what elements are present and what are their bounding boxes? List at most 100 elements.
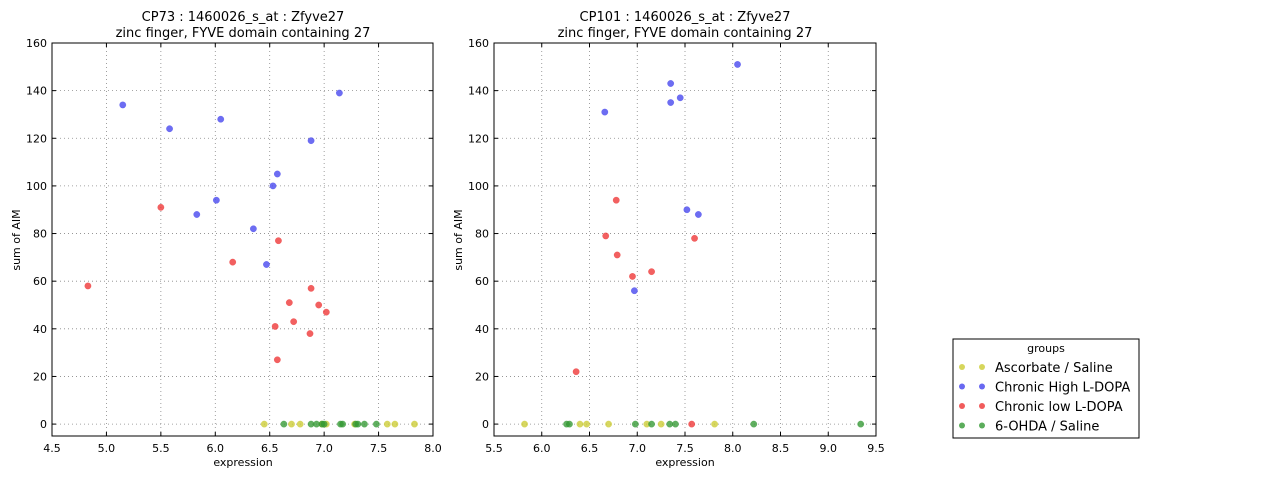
legend-entry: Chronic low L-DOPA: [959, 400, 1123, 415]
legend-entry: Ascorbate / Saline: [959, 361, 1113, 376]
x-tick-label: 7.0: [629, 442, 647, 455]
data-point-chronic-low-l-dopa: [612, 196, 620, 204]
data-point-ascorbate-saline: [583, 420, 591, 428]
data-point-chronic-low-l-dopa: [271, 322, 279, 330]
data-point-6-ohda-saline: [631, 420, 639, 428]
data-point-chronic-high-l-dopa: [667, 80, 675, 87]
data-point-chronic-low-l-dopa: [315, 301, 323, 309]
x-tick-label: 5.0: [98, 442, 116, 455]
y-tick-label: 80: [33, 228, 47, 241]
data-point-6-ohda-saline: [565, 420, 573, 428]
chart-title: CP73 : 1460026_s_at : Zfyve27: [142, 10, 345, 25]
legend-entry: 6-OHDA / Saline: [959, 420, 1099, 435]
x-tick-label: 8.0: [724, 442, 742, 455]
data-point-chronic-high-l-dopa: [273, 170, 281, 178]
y-axis-label: sum of AIM: [452, 209, 465, 270]
plot-frame: [493, 42, 877, 437]
legend-entry: Chronic High L-DOPA: [959, 381, 1130, 396]
y-tick-label: 140: [468, 85, 489, 98]
data-point-6-ohda-saline: [372, 420, 380, 428]
data-point-chronic-high-l-dopa: [734, 60, 741, 68]
y-tick-label: 20: [475, 370, 489, 383]
data-point-ascorbate-saline: [260, 420, 268, 428]
data-point-ascorbate-saline: [711, 420, 719, 428]
data-point-6-ohda-saline: [354, 420, 362, 428]
data-point-ascorbate-saline: [521, 420, 529, 428]
data-point-ascorbate-saline: [576, 420, 584, 428]
data-point-ascorbate-saline: [605, 420, 613, 428]
data-point-ascorbate-saline: [411, 420, 418, 428]
data-point-6-ohda-saline: [666, 420, 674, 428]
x-tick-label: 6.0: [207, 442, 225, 455]
y-tick-label: 80: [475, 228, 489, 241]
data-point-chronic-low-l-dopa: [273, 356, 281, 364]
x-tick-label: 7.5: [370, 442, 388, 455]
data-point-chronic-low-l-dopa: [84, 282, 92, 290]
legend-marker: [979, 364, 985, 370]
x-tick-label: 8.0: [424, 442, 442, 455]
x-tick-label: 5.5: [485, 442, 503, 455]
y-tick-label: 60: [33, 275, 47, 288]
data-point-6-ohda-saline: [360, 420, 368, 428]
legend-label: Chronic High L-DOPA: [995, 381, 1130, 396]
data-point-6-ohda-saline: [648, 420, 656, 428]
legend-label: 6-OHDA / Saline: [995, 420, 1099, 435]
y-tick-label: 40: [475, 323, 489, 336]
legend-marker: [979, 383, 985, 390]
data-point-chronic-low-l-dopa: [691, 234, 698, 242]
data-point-ascorbate-saline: [383, 420, 391, 428]
y-tick-label: 20: [33, 370, 47, 383]
legend-marker: [959, 422, 965, 429]
data-point-6-ohda-saline: [672, 420, 679, 428]
x-tick-label: 9.0: [820, 442, 838, 455]
y-tick-label: 160: [26, 37, 47, 50]
data-point-6-ohda-saline: [320, 420, 328, 428]
data-point-chronic-high-l-dopa: [683, 206, 691, 214]
x-tick-label: 7.0: [315, 442, 333, 455]
data-point-6-ohda-saline: [339, 420, 347, 428]
plot-frame: [51, 42, 434, 437]
data-point-6-ohda-saline: [857, 420, 865, 428]
data-point-ascorbate-saline: [657, 420, 665, 428]
data-point-chronic-high-l-dopa: [667, 99, 675, 106]
x-tick-label: 4.5: [43, 442, 61, 455]
legend-marker: [979, 422, 985, 429]
x-tick-label: 8.5: [772, 442, 790, 455]
data-point-chronic-high-l-dopa: [217, 115, 225, 123]
data-point-chronic-high-l-dopa: [212, 196, 220, 204]
data-point-chronic-high-l-dopa: [269, 182, 277, 190]
legend-marker: [959, 403, 965, 409]
y-tick-label: 0: [40, 418, 47, 431]
x-tick-label: 6.5: [581, 442, 599, 455]
y-tick-label: 120: [468, 132, 489, 145]
y-tick-label: 40: [33, 323, 47, 336]
chart-subtitle: zinc finger, FYVE domain containing 27: [116, 26, 371, 41]
data-point-chronic-low-l-dopa: [274, 237, 282, 245]
y-axis-label: sum of AIM: [10, 209, 23, 270]
y-tick-label: 60: [475, 275, 489, 288]
data-point-ascorbate-saline: [391, 420, 399, 428]
x-axis-label: expression: [213, 456, 272, 469]
legend-marker: [959, 364, 965, 370]
legend-label: Chronic low L-DOPA: [995, 400, 1123, 415]
chart-cp73: CP73 : 1460026_s_at : Zfyve27 zinc finge…: [10, 10, 442, 469]
legend-marker: [979, 403, 985, 409]
data-point-ascorbate-saline: [296, 420, 304, 428]
x-tick-label: 6.0: [533, 442, 551, 455]
data-point-chronic-low-l-dopa: [229, 258, 237, 266]
x-tick-label: 6.5: [261, 442, 279, 455]
data-point-chronic-low-l-dopa: [613, 251, 621, 259]
x-tick-label: 5.5: [152, 442, 170, 455]
data-point-chronic-low-l-dopa: [648, 268, 656, 276]
data-point-chronic-high-l-dopa: [335, 89, 343, 97]
x-tick-label: 9.5: [867, 442, 885, 455]
data-point-chronic-low-l-dopa: [307, 284, 315, 292]
data-point-chronic-low-l-dopa: [572, 368, 580, 376]
data-point-chronic-low-l-dopa: [157, 203, 165, 211]
data-point-chronic-low-l-dopa: [602, 232, 610, 240]
y-tick-label: 140: [26, 85, 47, 98]
x-axis-label: expression: [655, 456, 714, 469]
data-point-6-ohda-saline: [750, 420, 758, 428]
data-point-chronic-low-l-dopa: [290, 318, 298, 326]
